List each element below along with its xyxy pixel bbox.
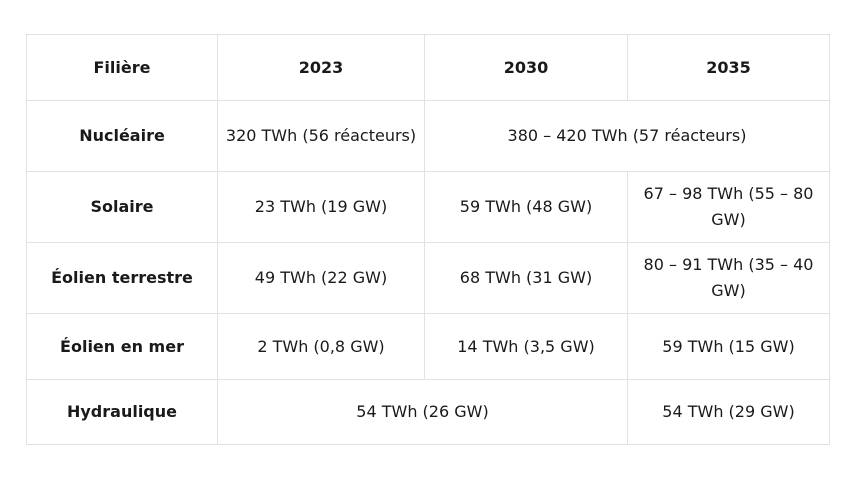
row: Solaire 23 TWh (19 GW) 59 TWh (48 GW) 67… xyxy=(26,171,830,243)
row-label: Nucléaire xyxy=(26,100,218,172)
cell: 49 TWh (22 GW) xyxy=(217,242,425,314)
energy-table: Filière 2023 2030 2035 Nucléaire 320 TWh… xyxy=(26,34,830,445)
header-row: Filière 2023 2030 2035 xyxy=(26,34,830,101)
cell: 2 TWh (0,8 GW) xyxy=(217,313,425,380)
row-label: Éolien en mer xyxy=(26,313,218,380)
cell: 23 TWh (19 GW) xyxy=(217,171,425,243)
header-cell: Filière xyxy=(26,34,218,101)
cell: 320 TWh (56 réacteurs) xyxy=(217,100,425,172)
cell: 54 TWh (29 GW) xyxy=(627,379,830,445)
cell: 68 TWh (31 GW) xyxy=(424,242,628,314)
row-label: Solaire xyxy=(26,171,218,243)
header-cell: 2023 xyxy=(217,34,425,101)
row: Éolien en mer 2 TWh (0,8 GW) 14 TWh (3,5… xyxy=(26,313,830,380)
header-cell: 2035 xyxy=(627,34,830,101)
row-label: Éolien terrestre xyxy=(26,242,218,314)
cell: 67 – 98 TWh (55 – 80 GW) xyxy=(627,171,830,243)
header-cell: 2030 xyxy=(424,34,628,101)
row: Nucléaire 320 TWh (56 réacteurs) 380 – 4… xyxy=(26,100,830,172)
cell: 54 TWh (26 GW) xyxy=(217,379,628,445)
cell: 80 – 91 TWh (35 – 40 GW) xyxy=(627,242,830,314)
row: Hydraulique 54 TWh (26 GW) 54 TWh (29 GW… xyxy=(26,379,830,445)
cell: 380 – 420 TWh (57 réacteurs) xyxy=(424,100,830,172)
row-label: Hydraulique xyxy=(26,379,218,445)
cell: 59 TWh (15 GW) xyxy=(627,313,830,380)
row: Éolien terrestre 49 TWh (22 GW) 68 TWh (… xyxy=(26,242,830,314)
cell: 59 TWh (48 GW) xyxy=(424,171,628,243)
cell: 14 TWh (3,5 GW) xyxy=(424,313,628,380)
